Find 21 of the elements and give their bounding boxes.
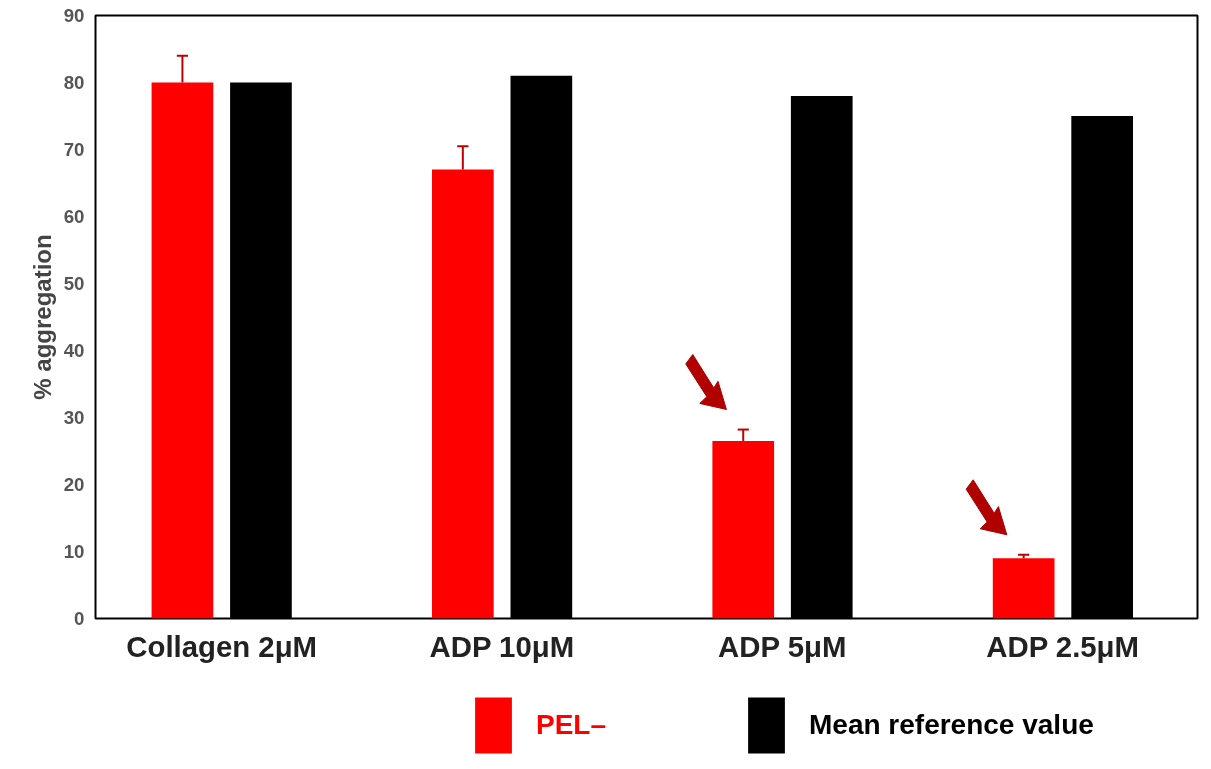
bar [712, 440, 775, 619]
y-tick-label: 60 [63, 206, 85, 227]
y-tick-label: 40 [63, 340, 85, 361]
bar [151, 82, 214, 619]
y-tick-label: 20 [63, 474, 85, 495]
bar [992, 558, 1055, 619]
y-tick-label: 80 [63, 72, 85, 93]
x-tick-label: Collagen 2μM [126, 629, 318, 663]
x-tick-label: ADP 2.5μM [986, 629, 1139, 663]
y-axis-title: % aggregation [28, 234, 56, 400]
y-tick-label: 10 [63, 541, 85, 562]
y-tick-label: 50 [63, 273, 85, 294]
x-tick-label: ADP 10μM [429, 629, 575, 663]
legend-label: PEL– [536, 709, 607, 741]
y-tick-label: 0 [74, 608, 85, 629]
y-tick-label: 90 [63, 5, 85, 26]
bar [431, 169, 494, 619]
x-tick-label: ADP 5μM [718, 629, 847, 663]
y-tick-label: 70 [63, 139, 85, 160]
legend-label: Mean reference value [809, 709, 1094, 741]
y-tick-label: 30 [63, 407, 85, 428]
